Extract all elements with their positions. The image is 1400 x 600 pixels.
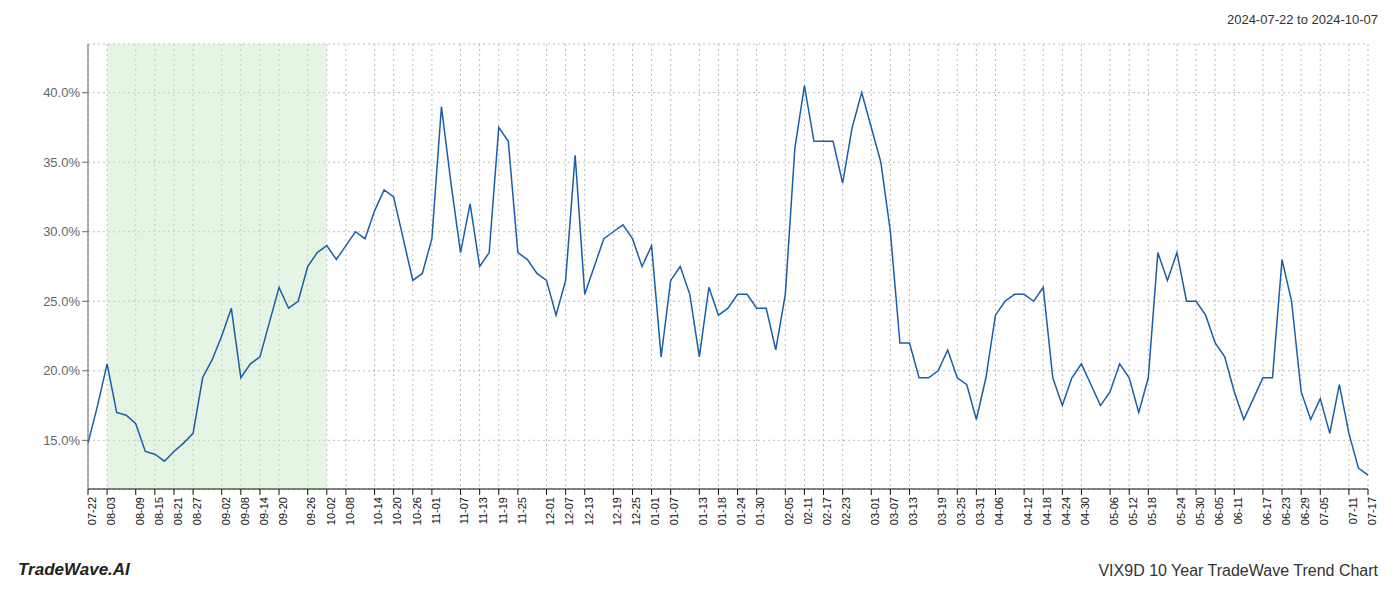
html-text:TradeWave.AI: TradeWave.AI — [18, 560, 130, 579]
svg-text:25.0%: 25.0% — [43, 294, 80, 309]
svg-text:02-05: 02-05 — [783, 497, 795, 525]
html-text:2024-07-22 to 2024-10-07: 2024-07-22 to 2024-10-07 — [1226, 12, 1378, 27]
svg-text:08-09: 08-09 — [134, 497, 146, 525]
svg-text:12-19: 12-19 — [611, 497, 623, 525]
svg-text:11-19: 11-19 — [497, 497, 509, 524]
svg-text:10-02: 10-02 — [325, 497, 337, 525]
svg-text:10-14: 10-14 — [372, 497, 384, 525]
svg-text:30.0%: 30.0% — [43, 224, 80, 239]
svg-text:08-15: 08-15 — [153, 497, 165, 525]
html-text:VIX9D 10 Year TradeWave Trend: VIX9D 10 Year TradeWave Trend Chart — [1098, 562, 1378, 579]
svg-text:10-26: 10-26 — [411, 497, 423, 525]
svg-text:08-03: 08-03 — [105, 497, 117, 525]
svg-text:35.0%: 35.0% — [43, 155, 80, 170]
svg-text:06-23: 06-23 — [1280, 497, 1292, 525]
svg-text:08-27: 08-27 — [191, 497, 203, 525]
svg-text:09-20: 09-20 — [277, 497, 289, 525]
svg-text:06-29: 06-29 — [1299, 497, 1311, 525]
svg-text:02-17: 02-17 — [821, 497, 833, 525]
svg-text:06-17: 06-17 — [1261, 497, 1273, 525]
svg-text:12-01: 12-01 — [544, 497, 556, 525]
svg-text:04-30: 04-30 — [1079, 497, 1091, 525]
svg-text:12-25: 12-25 — [630, 497, 642, 525]
svg-text:04-24: 04-24 — [1060, 497, 1072, 525]
svg-text:04-18: 04-18 — [1041, 497, 1053, 525]
svg-text:05-18: 05-18 — [1146, 497, 1158, 525]
svg-text:11-01: 11-01 — [430, 497, 442, 524]
svg-text:05-12: 05-12 — [1127, 497, 1139, 525]
svg-text:05-06: 05-06 — [1108, 497, 1120, 525]
svg-text:04-06: 04-06 — [993, 497, 1005, 525]
svg-text:12-07: 12-07 — [563, 497, 575, 525]
svg-text:01-30: 01-30 — [754, 497, 766, 525]
svg-text:06-11: 06-11 — [1232, 497, 1244, 524]
svg-text:20.0%: 20.0% — [43, 363, 80, 378]
svg-text:01-18: 01-18 — [716, 497, 728, 525]
svg-text:05-24: 05-24 — [1175, 497, 1187, 525]
svg-text:40.0%: 40.0% — [43, 85, 80, 100]
svg-text:07-22: 07-22 — [86, 497, 98, 525]
svg-text:07-17: 07-17 — [1366, 497, 1378, 525]
svg-text:03-19: 03-19 — [936, 497, 948, 525]
svg-text:04-12: 04-12 — [1022, 497, 1034, 525]
svg-text:03-01: 03-01 — [869, 497, 881, 525]
svg-text:09-02: 09-02 — [220, 497, 232, 525]
svg-text:10-20: 10-20 — [391, 497, 403, 525]
svg-text:01-13: 01-13 — [697, 497, 709, 525]
svg-text:01-24: 01-24 — [735, 497, 747, 525]
svg-text:01-01: 01-01 — [649, 497, 661, 525]
svg-text:09-08: 09-08 — [239, 497, 251, 525]
svg-text:02-23: 02-23 — [840, 497, 852, 525]
svg-text:03-25: 03-25 — [955, 497, 967, 525]
svg-text:11-25: 11-25 — [516, 497, 528, 524]
svg-text:09-26: 09-26 — [306, 497, 318, 525]
svg-text:15.0%: 15.0% — [43, 433, 80, 448]
svg-text:03-13: 03-13 — [907, 497, 919, 525]
svg-text:06-05: 06-05 — [1213, 497, 1225, 525]
svg-text:07-11: 07-11 — [1347, 497, 1359, 524]
svg-text:03-31: 03-31 — [974, 497, 986, 525]
svg-text:10-08: 10-08 — [344, 497, 356, 525]
svg-text:03-07: 03-07 — [888, 497, 900, 525]
svg-text:12-13: 12-13 — [583, 497, 595, 525]
svg-text:01-07: 01-07 — [668, 497, 680, 525]
svg-text:05-30: 05-30 — [1194, 497, 1206, 525]
svg-text:11-07: 11-07 — [458, 497, 470, 524]
svg-text:08-21: 08-21 — [172, 497, 184, 525]
svg-text:02-11: 02-11 — [802, 497, 814, 524]
svg-text:09-14: 09-14 — [258, 497, 270, 525]
svg-text:07-05: 07-05 — [1318, 497, 1330, 525]
svg-text:11-13: 11-13 — [477, 497, 489, 524]
